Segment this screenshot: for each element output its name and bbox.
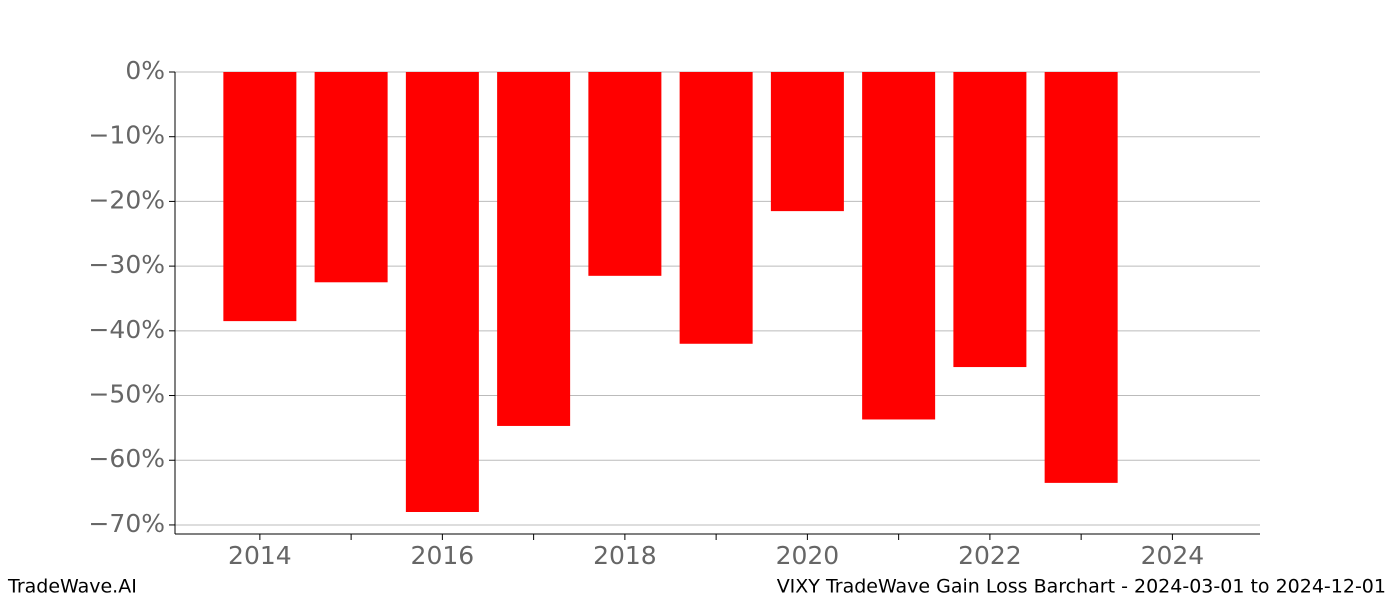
y-tick-label: −30%: [88, 250, 165, 279]
y-tick-label: −20%: [88, 185, 165, 214]
x-tick-label: 2022: [958, 541, 1022, 570]
y-tick-label: −40%: [88, 315, 165, 344]
x-tick-label: 2014: [228, 541, 292, 570]
bar: [588, 72, 662, 276]
bar: [314, 72, 388, 283]
bar: [953, 72, 1027, 368]
x-tick-label: 2016: [411, 541, 475, 570]
x-tick-label: 2018: [593, 541, 657, 570]
bar: [1044, 72, 1118, 483]
bar: [770, 72, 844, 212]
y-tick-label: −60%: [88, 444, 165, 473]
y-tick-label: −70%: [88, 509, 165, 538]
bar: [862, 72, 936, 420]
y-tick-label: 0%: [125, 56, 165, 85]
footer-left: TradeWave.AI: [7, 576, 137, 598]
y-tick-label: −10%: [88, 121, 165, 150]
bar: [223, 72, 297, 322]
bar: [405, 72, 479, 512]
bar: [497, 72, 571, 426]
footer-right: VIXY TradeWave Gain Loss Barchart - 2024…: [777, 576, 1386, 598]
x-tick-label: 2020: [776, 541, 840, 570]
bar: [679, 72, 753, 344]
y-tick-label: −50%: [88, 380, 165, 409]
x-tick-label: 2024: [1141, 541, 1205, 570]
